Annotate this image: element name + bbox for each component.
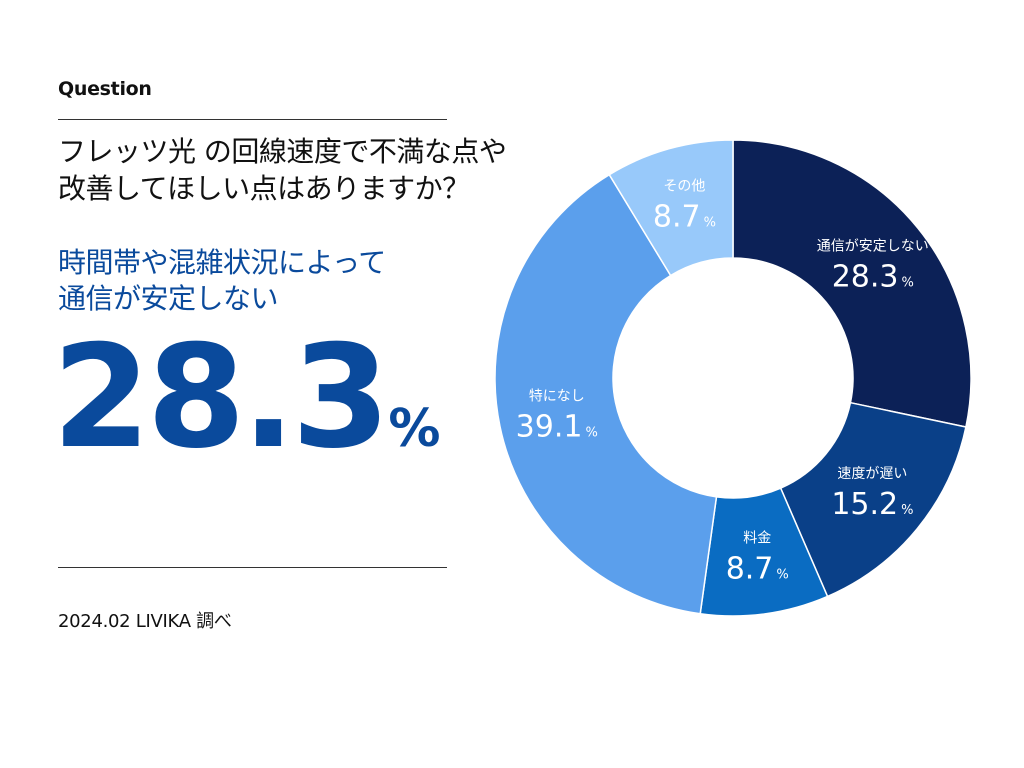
highlight-value: 28.3%: [52, 318, 440, 478]
donut-slice-0: [732, 139, 972, 428]
donut-slice-4: [608, 139, 734, 277]
donut-slice-3: [494, 173, 718, 615]
slice-label-0: 通信が安定しない: [817, 239, 929, 255]
source-note: 2024.02 LIVIKA 調べ: [58, 611, 232, 632]
question-line-1: フレッツ光 の回線速度で不満な点や: [58, 135, 507, 168]
slice-label-2: 料金: [743, 530, 771, 546]
slice-label-4: その他: [663, 179, 705, 195]
highlight-number: 28.3: [52, 315, 390, 480]
question-label: Question: [58, 78, 152, 100]
donut-slices: [494, 139, 972, 617]
highlight-unit: %: [388, 399, 441, 459]
slice-value-4: 8.7%: [653, 200, 716, 235]
bottom-divider: [58, 567, 447, 568]
top-divider: [58, 119, 447, 120]
donut-slice-1: [779, 401, 967, 598]
slice-label-1: 速度が遅い: [837, 466, 907, 482]
highlight-answer: 時間帯や混雑状況によって 通信が安定しない: [58, 245, 478, 317]
slice-label-3: 特になし: [529, 389, 585, 405]
highlight-line-2: 通信が安定しない: [58, 282, 279, 315]
question-text: フレッツ光 の回線速度で不満な点や 改善してほしい点はありますか？: [58, 133, 578, 207]
highlight-line-1: 時間帯や混雑状況によって: [58, 246, 386, 279]
question-line-2: 改善してほしい点はありますか？: [58, 172, 470, 205]
